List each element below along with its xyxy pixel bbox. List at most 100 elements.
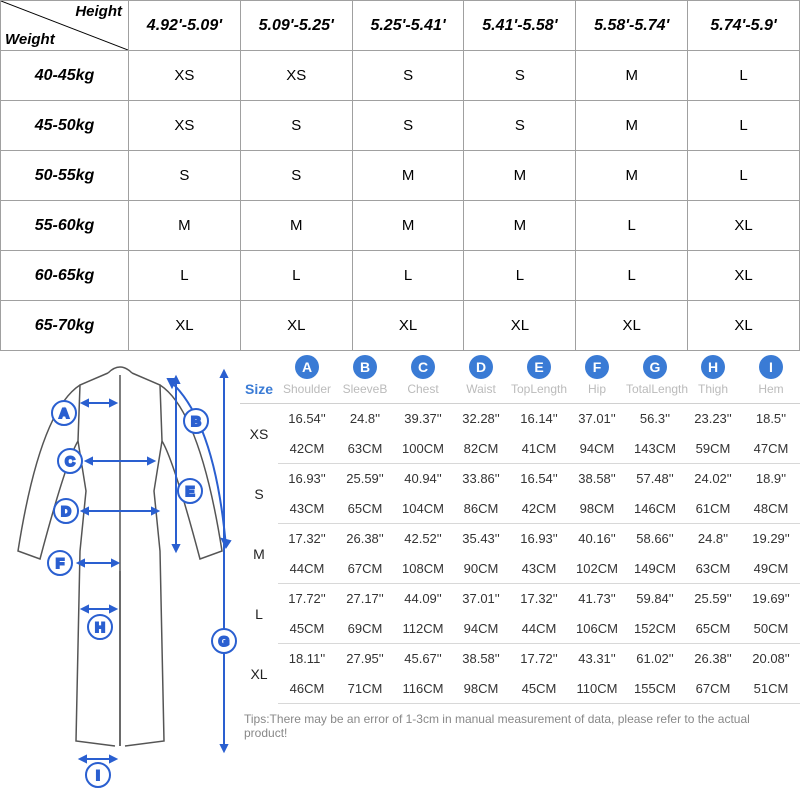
meas-cell: 27.95'' xyxy=(336,644,394,674)
height-col: 5.74'-5.9' xyxy=(688,1,800,51)
badge-D: D xyxy=(469,355,493,379)
svg-text:H: H xyxy=(95,619,105,635)
rec-cell: XS xyxy=(129,101,241,151)
meas-cell: 61CM xyxy=(684,494,742,524)
rec-cell: L xyxy=(688,151,800,201)
meas-cell: 42CM xyxy=(278,434,336,464)
badge-header: F xyxy=(568,355,626,381)
rec-cell: S xyxy=(464,101,576,151)
meas-cell: 18.11'' xyxy=(278,644,336,674)
meas-cell: 38.58'' xyxy=(568,464,626,494)
blank xyxy=(240,355,278,381)
meas-cell: 41.73'' xyxy=(568,584,626,614)
size-row-in: XL18.11''27.95''45.67''38.58''17.72''43.… xyxy=(240,644,800,674)
height-col: 4.92'-5.09' xyxy=(129,1,241,51)
garment-diagram: A B C D E F G H xyxy=(0,351,240,801)
meas-cell: 42CM xyxy=(510,494,568,524)
rec-cell: XS xyxy=(129,51,241,101)
meas-cell: 104CM xyxy=(394,494,452,524)
table-row: 65-70kgXLXLXLXLXLXL xyxy=(1,301,800,351)
rec-cell: S xyxy=(240,151,352,201)
weight-row: 65-70kg xyxy=(1,301,129,351)
rec-cell: XL xyxy=(688,251,800,301)
meas-cell: 98CM xyxy=(452,674,510,704)
meas-name: SleeveB xyxy=(336,381,394,404)
meas-cell: 63CM xyxy=(336,434,394,464)
meas-cell: 90CM xyxy=(452,554,510,584)
meas-cell: 32.28'' xyxy=(452,404,510,434)
size-name: XL xyxy=(240,644,278,704)
rec-cell: S xyxy=(129,151,241,201)
size-name: XS xyxy=(240,404,278,464)
meas-cell: 16.93'' xyxy=(510,524,568,554)
meas-name: Shoulder xyxy=(278,381,336,404)
svg-text:D: D xyxy=(61,503,71,519)
badge-C: C xyxy=(411,355,435,379)
meas-cell: 86CM xyxy=(452,494,510,524)
badge-header: C xyxy=(394,355,452,381)
badge-F: F xyxy=(585,355,609,379)
svg-text:I: I xyxy=(96,767,100,783)
rec-cell: L xyxy=(576,251,688,301)
badge-header: G xyxy=(626,355,684,381)
meas-cell: 38.58'' xyxy=(452,644,510,674)
meas-cell: 35.43'' xyxy=(452,524,510,554)
meas-cell: 58.66'' xyxy=(626,524,684,554)
meas-cell: 108CM xyxy=(394,554,452,584)
weight-label: Weight xyxy=(5,31,55,48)
badge-header: A xyxy=(278,355,336,381)
meas-cell: 82CM xyxy=(452,434,510,464)
meas-name: Thigh xyxy=(684,381,742,404)
meas-name: Waist xyxy=(452,381,510,404)
rec-cell: XL xyxy=(352,301,464,351)
meas-name: Hip xyxy=(568,381,626,404)
meas-cell: 110CM xyxy=(568,674,626,704)
badge-header: I xyxy=(742,355,800,381)
meas-cell: 25.59'' xyxy=(336,464,394,494)
meas-name: TopLength xyxy=(510,381,568,404)
meas-name: Hem xyxy=(742,381,800,404)
meas-cell: 24.02'' xyxy=(684,464,742,494)
meas-cell: 155CM xyxy=(626,674,684,704)
meas-cell: 24.8'' xyxy=(684,524,742,554)
rec-cell: M xyxy=(576,51,688,101)
meas-cell: 94CM xyxy=(452,614,510,644)
meas-cell: 94CM xyxy=(568,434,626,464)
size-row-in: M17.32''26.38''42.52''35.43''16.93''40.1… xyxy=(240,524,800,554)
meas-cell: 17.32'' xyxy=(278,524,336,554)
height-weight-header: Height Weight xyxy=(1,1,129,51)
rec-cell: M xyxy=(352,201,464,251)
weight-row: 60-65kg xyxy=(1,251,129,301)
meas-cell: 69CM xyxy=(336,614,394,644)
rec-cell: M xyxy=(352,151,464,201)
meas-cell: 102CM xyxy=(568,554,626,584)
meas-cell: 20.08'' xyxy=(742,644,800,674)
meas-cell: 44CM xyxy=(278,554,336,584)
meas-cell: 17.32'' xyxy=(510,584,568,614)
height-col: 5.09'-5.25' xyxy=(240,1,352,51)
table-row: 50-55kgSSMMML xyxy=(1,151,800,201)
meas-cell: 19.29'' xyxy=(742,524,800,554)
meas-cell: 42.52'' xyxy=(394,524,452,554)
svg-text:G: G xyxy=(219,633,230,649)
meas-cell: 43CM xyxy=(278,494,336,524)
svg-text:E: E xyxy=(185,483,194,499)
meas-cell: 24.8'' xyxy=(336,404,394,434)
meas-cell: 49CM xyxy=(742,554,800,584)
meas-cell: 27.17'' xyxy=(336,584,394,614)
badge-A: A xyxy=(295,355,319,379)
size-row-in: S16.93''25.59''40.94''33.86''16.54''38.5… xyxy=(240,464,800,494)
meas-cell: 45CM xyxy=(278,614,336,644)
badge-header: D xyxy=(452,355,510,381)
meas-cell: 45CM xyxy=(510,674,568,704)
rec-cell: S xyxy=(352,101,464,151)
table-row: 40-45kgXSXSSSML xyxy=(1,51,800,101)
meas-name: Chest xyxy=(394,381,452,404)
meas-cell: 67CM xyxy=(336,554,394,584)
weight-row: 55-60kg xyxy=(1,201,129,251)
meas-cell: 98CM xyxy=(568,494,626,524)
rec-cell: XL xyxy=(129,301,241,351)
meas-cell: 26.38'' xyxy=(336,524,394,554)
rec-cell: M xyxy=(464,201,576,251)
meas-cell: 61.02'' xyxy=(626,644,684,674)
